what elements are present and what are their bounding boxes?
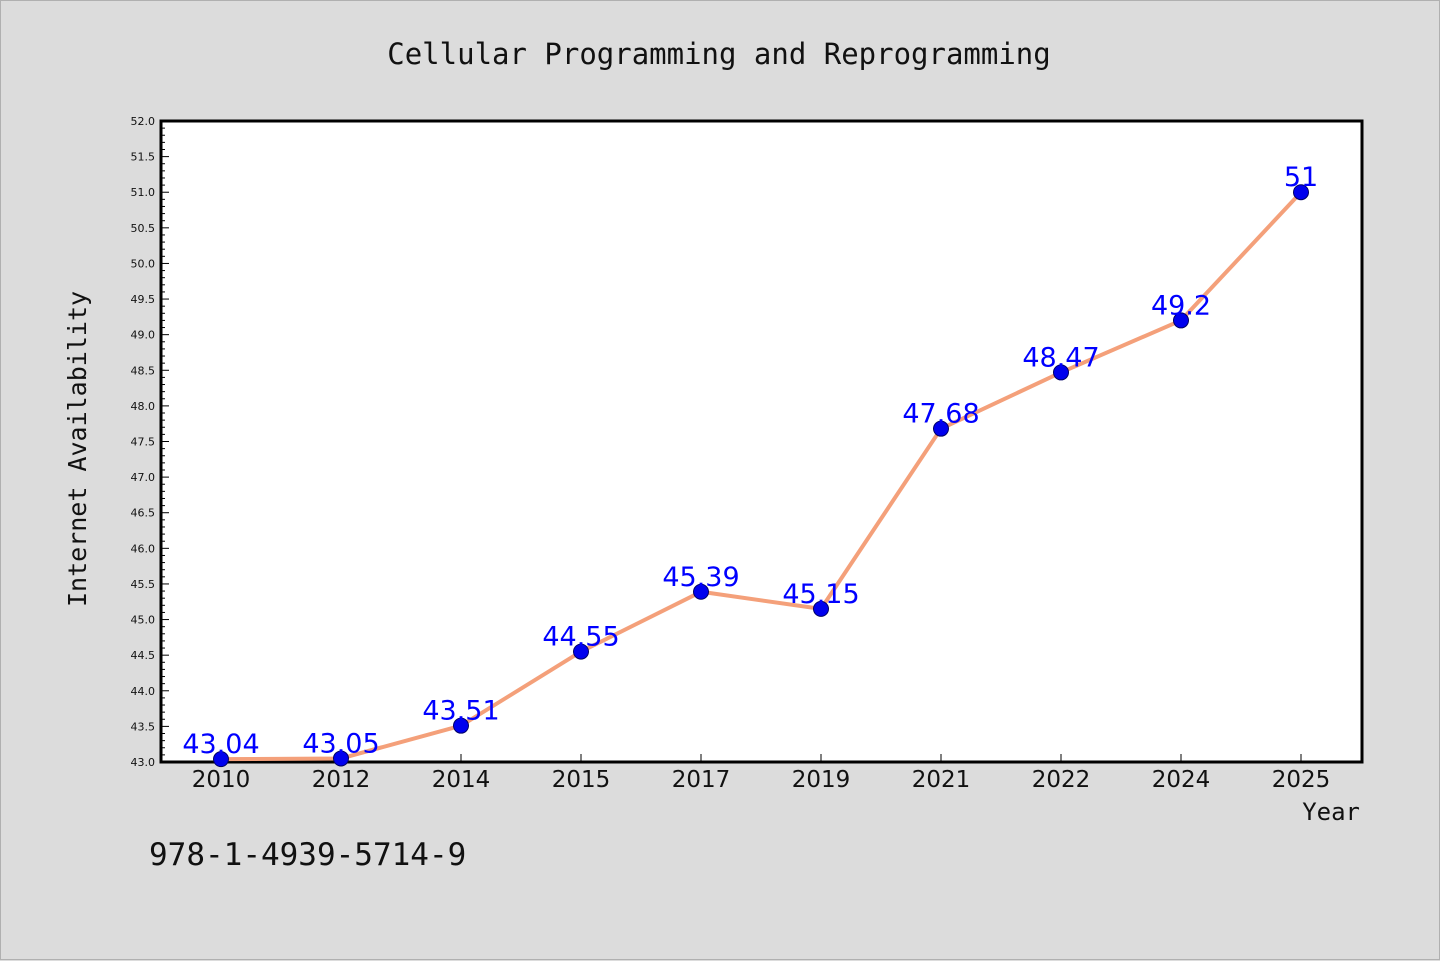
data-point <box>1173 312 1189 329</box>
y-axis: 43.0 43.5 44.0 44.5 45.0 45.5 46.0 46.5 47.0 47.5… <box>131 115 169 769</box>
x-tick-label: 2021 <box>912 767 971 793</box>
data-label: 43.04 <box>182 729 259 760</box>
y-tick-label: 45.5 <box>131 578 156 591</box>
data-label: 44.55 <box>542 622 619 653</box>
x-axis-label: Year <box>1302 798 1360 826</box>
data-label: 47.68 <box>902 399 979 430</box>
y-tick-label: 48.0 <box>131 400 156 413</box>
y-tick-label: 49.5 <box>131 293 156 306</box>
data-label: 43.51 <box>422 696 499 727</box>
data-label: 49.2 <box>1151 290 1211 321</box>
series-line <box>220 190 1303 762</box>
y-tick-label: 47.5 <box>131 436 156 449</box>
x-axis: 2010 2012 2014 2015 2017 2019 2021 2022 2024 2025 <box>192 754 1331 793</box>
data-point <box>813 600 829 617</box>
x-tick-label: 2017 <box>672 767 731 793</box>
data-point <box>333 750 349 767</box>
x-tick-label: 2024 <box>1152 767 1211 793</box>
y-tick-label: 43.5 <box>131 720 156 733</box>
y-tick-label: 51.5 <box>131 151 156 164</box>
x-tick-label: 2012 <box>312 767 371 793</box>
x-tick-label: 2010 <box>192 767 251 793</box>
data-point <box>1293 184 1309 201</box>
isbn-text: 978-1-4939-5714-9 <box>149 837 466 873</box>
y-axis-label: Internet Availability <box>63 291 92 607</box>
y-tick-label: 46.0 <box>131 542 156 555</box>
data-point <box>693 583 709 600</box>
y-tick-label: 44.0 <box>131 685 156 698</box>
x-tick-label: 2025 <box>1272 767 1331 793</box>
y-tick-label: 49.0 <box>131 329 156 342</box>
series: 43.04 43.05 43.51 44.55 45.39 45.15 47.68 48.47… <box>182 162 1318 768</box>
x-tick-label: 2019 <box>792 767 851 793</box>
y-tick-label: 48.5 <box>131 364 156 377</box>
y-tick-label: 45.0 <box>131 614 156 627</box>
data-point <box>1053 364 1069 381</box>
data-label: 43.05 <box>302 728 379 759</box>
y-tick-label: 47.0 <box>131 471 156 484</box>
y-tick-label: 50.5 <box>131 222 156 235</box>
x-tick-label: 2022 <box>1032 767 1091 793</box>
y-tick-label: 43.0 <box>131 756 156 769</box>
data-point <box>573 643 589 660</box>
plot-area <box>159 119 1364 764</box>
y-tick-label: 44.5 <box>131 649 156 662</box>
x-tick-label: 2014 <box>432 767 491 793</box>
chart-title: Cellular Programming and Reprogramming <box>387 37 1050 71</box>
y-tick-label: 46.5 <box>131 507 156 520</box>
data-label: 45.39 <box>662 562 739 593</box>
data-point <box>933 420 949 437</box>
y-tick-label: 52.0 <box>131 115 156 128</box>
y-tick-label: 50.0 <box>131 257 156 270</box>
data-point <box>453 717 469 734</box>
y-tick-label: 51.0 <box>131 186 156 199</box>
data-point <box>213 751 229 768</box>
data-label: 51 <box>1284 162 1318 193</box>
data-label: 48.47 <box>1022 342 1099 373</box>
data-label: 45.15 <box>782 579 859 610</box>
x-tick-label: 2015 <box>552 767 611 793</box>
